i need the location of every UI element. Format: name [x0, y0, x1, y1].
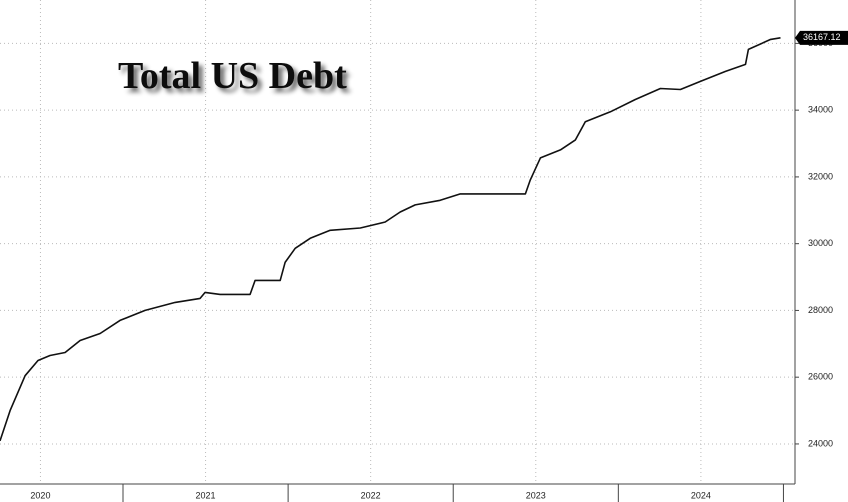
- chart-title: Total US Debt: [118, 55, 347, 97]
- x-tick-label: 2024: [691, 490, 711, 500]
- y-tick-label: 24000: [808, 438, 833, 448]
- y-tick-label: 32000: [808, 171, 833, 181]
- x-tick-label: 2021: [196, 490, 216, 500]
- x-tick-label: 2022: [361, 490, 381, 500]
- y-tick-label: 28000: [808, 305, 833, 315]
- line: [0, 37, 781, 442]
- x-tick-label: 2023: [526, 490, 546, 500]
- value-tag: [795, 30, 848, 45]
- value-label: 36167.12: [803, 32, 841, 42]
- x-tick-label: 2020: [30, 490, 50, 500]
- y-tick-label: 34000: [808, 105, 833, 115]
- y-tick-label: 26000: [808, 372, 833, 382]
- y-tick-label: 30000: [808, 238, 833, 248]
